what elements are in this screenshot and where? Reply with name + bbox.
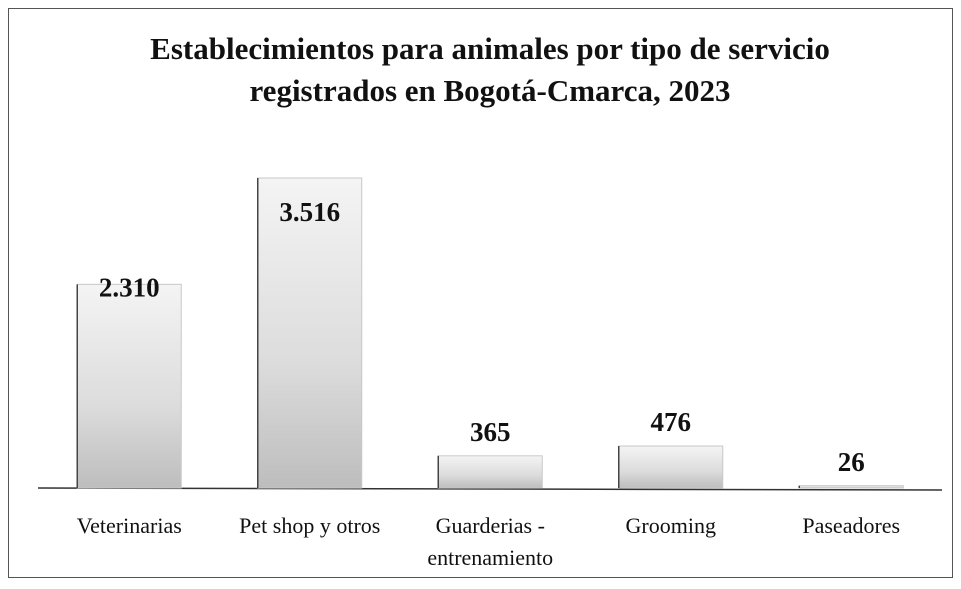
category-label: Grooming [625,513,716,538]
chart-title: Establecimientos para animales por tipo … [150,31,830,108]
value-label: 2.310 [99,273,160,303]
value-label: 3.516 [279,197,340,227]
bar [76,283,182,489]
category-label: Guarderias - entrenamiento [427,513,554,570]
bar [618,445,724,489]
category-label: Veterinarias [76,513,182,538]
baseline [37,487,943,491]
bar [798,485,904,489]
chart-frame [8,8,953,578]
category-label: Paseadores [802,513,901,538]
category-label: Pet shop y otros [239,513,381,538]
value-label: 476 [651,407,692,437]
bar [437,455,543,489]
value-label: 365 [470,417,511,447]
value-label: 26 [838,447,865,477]
